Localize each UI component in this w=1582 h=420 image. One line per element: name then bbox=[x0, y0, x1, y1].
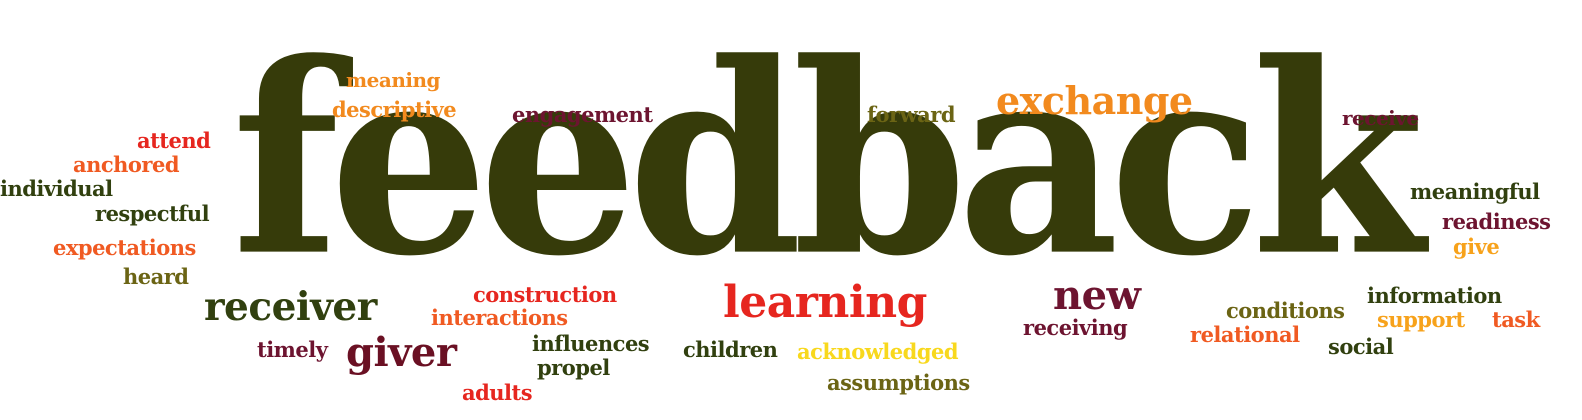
word-assumptions: assumptions bbox=[827, 370, 970, 395]
word-information: information bbox=[1367, 283, 1502, 308]
word-construction: construction bbox=[473, 282, 617, 307]
word-give: give bbox=[1453, 234, 1500, 259]
word-individual: individual bbox=[0, 176, 113, 201]
word-receiver: receiver bbox=[204, 284, 377, 330]
word-expectations: expectations bbox=[53, 235, 196, 260]
word-respectful: respectful bbox=[95, 201, 210, 226]
word-propel: propel bbox=[537, 355, 610, 380]
word-heard: heard bbox=[123, 264, 189, 289]
word-support: support bbox=[1377, 307, 1465, 332]
word-acknowledged: acknowledged bbox=[797, 339, 959, 364]
word-descriptive: descriptive bbox=[332, 97, 457, 122]
word-receiving: receiving bbox=[1023, 315, 1128, 340]
word-anchored: anchored bbox=[73, 152, 180, 177]
word-adults: adults bbox=[462, 380, 533, 405]
word-receive: receive bbox=[1342, 106, 1419, 130]
word-attend: attend bbox=[137, 128, 211, 153]
word-giver: giver bbox=[346, 329, 457, 376]
word-forward: forward bbox=[867, 102, 956, 127]
word-meaning: meaning bbox=[346, 68, 441, 92]
word-engagement: engagement bbox=[512, 102, 653, 127]
word-new: new bbox=[1053, 272, 1141, 319]
word-exchange: exchange bbox=[996, 78, 1193, 123]
word-meaningful: meaningful bbox=[1410, 179, 1540, 204]
word-relational: relational bbox=[1190, 322, 1300, 347]
word-children: children bbox=[683, 337, 778, 362]
word-conditions: conditions bbox=[1226, 298, 1345, 323]
word-interactions: interactions bbox=[431, 305, 568, 330]
word-influences: influences bbox=[532, 331, 650, 356]
word-social: social bbox=[1328, 334, 1394, 359]
word-readiness: readiness bbox=[1442, 209, 1551, 234]
word-task: task bbox=[1492, 307, 1540, 332]
word-timely: timely bbox=[257, 337, 328, 362]
word-feedback: feedback bbox=[232, 4, 1425, 314]
word-learning: learning bbox=[723, 277, 927, 328]
